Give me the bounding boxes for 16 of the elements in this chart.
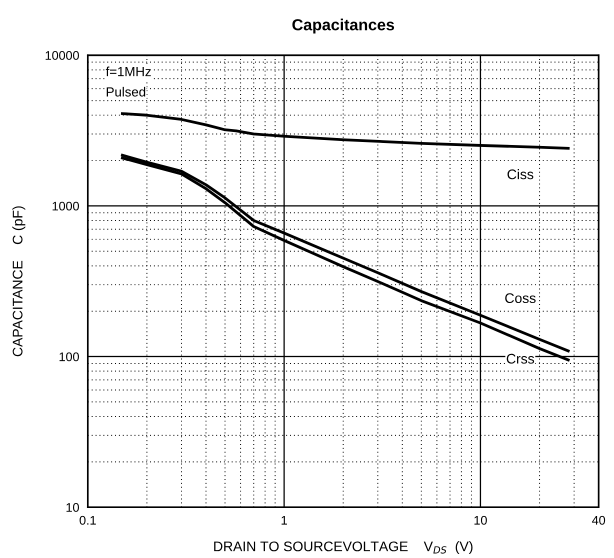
annotation: Pulsed [106,86,146,97]
chart-title: Capacitances [292,18,394,34]
x-axis-title: DRAIN TO SOURCEVOLTAGE V$_{DS}$ (V) [214,541,472,554]
x-tick-label: 10 [474,516,487,525]
series-label: Coss [505,293,536,304]
y-tick-label: 10 [66,503,79,512]
y-tick-label: 10000 [46,51,79,60]
x-tick-label: 1 [282,516,287,525]
y-axis-title: CAPACITANCE C (pF) [12,206,26,356]
x-tick-label: 40 [592,516,606,525]
y-tick-label: 1000 [52,202,79,211]
annotation: f=1MHz [106,66,151,76]
x-tick-label: 0.1 [80,516,96,525]
y-tick-label: 100 [60,352,79,362]
series-label: Ciss [508,169,534,180]
series-label: Crss [506,354,534,364]
